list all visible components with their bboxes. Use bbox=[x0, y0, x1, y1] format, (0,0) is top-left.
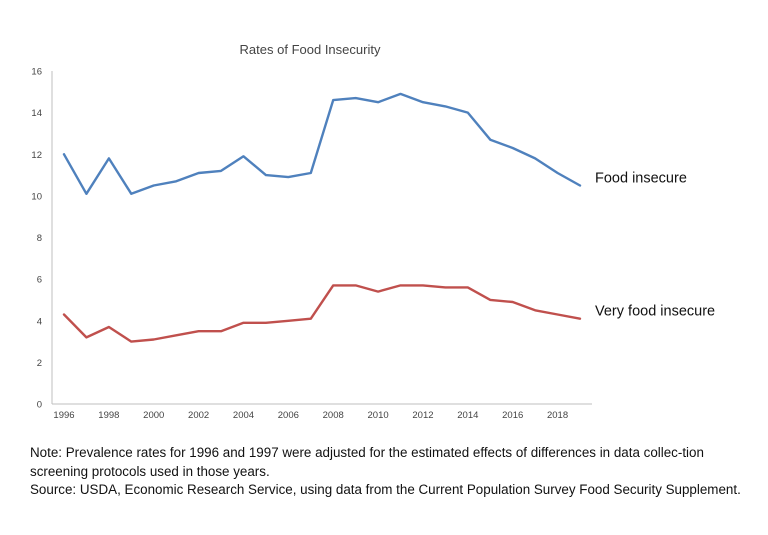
x-tick-label: 1998 bbox=[98, 410, 119, 421]
x-tick-label: 2000 bbox=[143, 410, 164, 421]
x-tick-label: 2002 bbox=[188, 410, 209, 421]
chart-notes: Note: Prevalence rates for 1996 and 1997… bbox=[30, 444, 750, 500]
x-tick-label: 2010 bbox=[368, 410, 389, 421]
series-label: Very food insecure bbox=[595, 304, 715, 320]
series-line-very-food-insecure bbox=[62, 284, 582, 343]
y-tick-label: 12 bbox=[31, 150, 42, 161]
x-tick-label: 2014 bbox=[457, 410, 478, 421]
y-tick-label: 2 bbox=[37, 358, 42, 369]
series-label: Food insecure bbox=[595, 170, 687, 186]
x-tick-label: 2016 bbox=[502, 410, 523, 421]
x-tick-label: 1996 bbox=[53, 410, 74, 421]
x-tick-label: 2018 bbox=[547, 410, 568, 421]
line-chart: Rates of Food Insecurity 0 2 4 6 8 10 12 14 16 19… bbox=[31, 42, 715, 421]
y-tick-label: 14 bbox=[31, 108, 42, 119]
chart-title: Rates of Food Insecurity bbox=[240, 42, 381, 57]
y-tick-label: 4 bbox=[37, 316, 42, 327]
y-tick-label: 16 bbox=[31, 67, 42, 78]
series-line-food-insecure bbox=[62, 92, 582, 196]
x-tick-label: 2012 bbox=[412, 410, 433, 421]
y-tick-label: 10 bbox=[31, 191, 42, 202]
y-tick-label: 8 bbox=[37, 233, 42, 244]
y-tick-label: 0 bbox=[37, 400, 42, 411]
x-tick-label: 2008 bbox=[323, 410, 344, 421]
source-text: Source: USDA, Economic Research Service,… bbox=[30, 482, 741, 497]
y-tick-label: 6 bbox=[37, 275, 42, 286]
x-tick-label: 2004 bbox=[233, 410, 254, 421]
note-text: Note: Prevalence rates for 1996 and 1997… bbox=[30, 445, 704, 479]
x-tick-label: 2006 bbox=[278, 410, 299, 421]
